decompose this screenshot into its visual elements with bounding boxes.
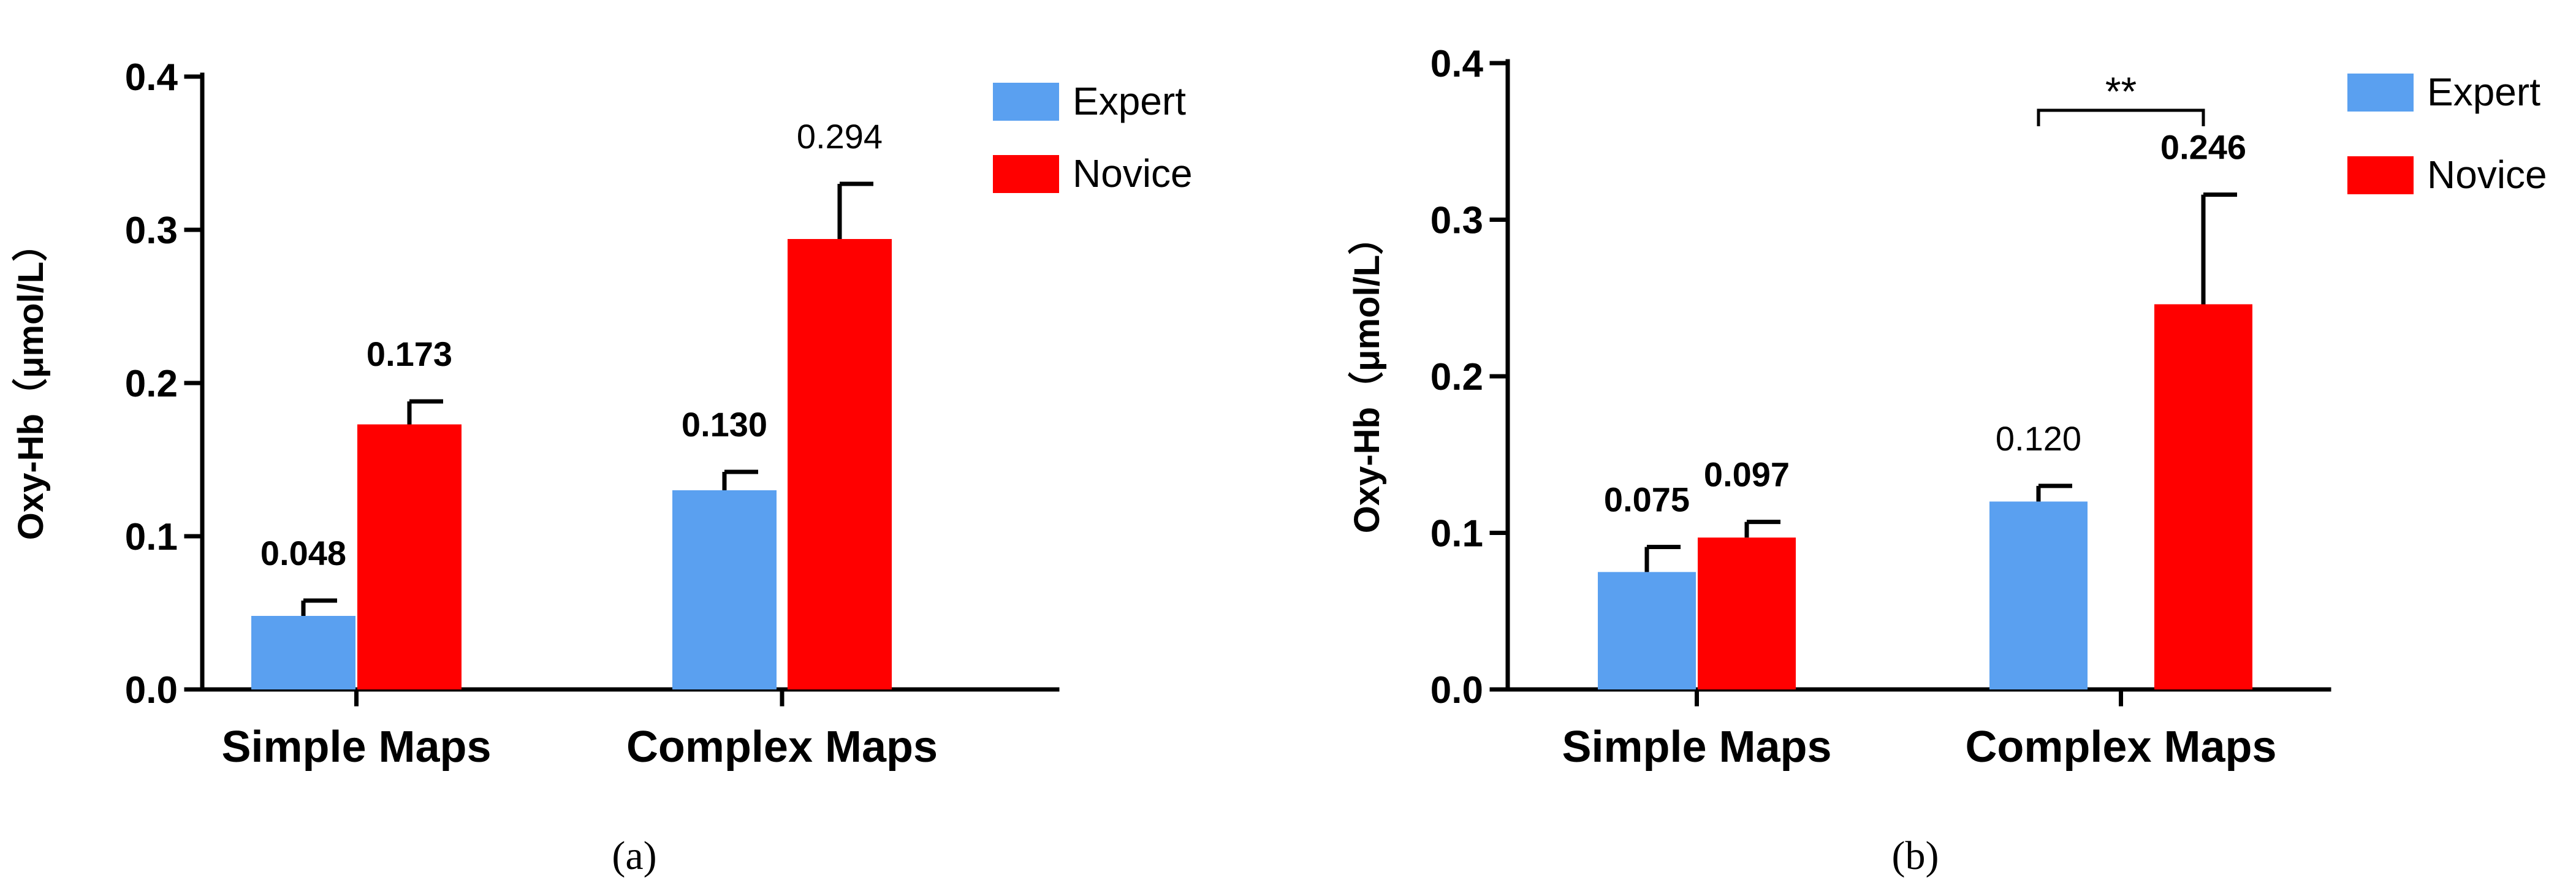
y-axis-label: Oxy-Hb（μmol/L） bbox=[11, 226, 51, 540]
y-tick-label: 0.2 bbox=[1430, 356, 1483, 398]
y-tick-label: 0.4 bbox=[1430, 43, 1484, 85]
bar-expert bbox=[251, 616, 355, 689]
bar-novice bbox=[1698, 537, 1796, 689]
legend-swatch-novice bbox=[993, 155, 1059, 193]
bar-expert bbox=[1598, 572, 1696, 689]
x-category-label: Simple Maps bbox=[221, 723, 491, 772]
bar-expert bbox=[1989, 501, 2088, 689]
bar-novice bbox=[788, 239, 892, 689]
y-tick-label: 0.3 bbox=[1430, 200, 1483, 242]
y-tick-label: 0.1 bbox=[125, 516, 178, 558]
y-tick-label: 0.0 bbox=[1430, 669, 1483, 712]
legend-label-novice: Novice bbox=[1073, 151, 1193, 195]
significance-marker: ** bbox=[2105, 69, 2137, 114]
y-tick-label: 0.0 bbox=[125, 669, 178, 712]
x-category-label: Complex Maps bbox=[1965, 723, 2276, 772]
bar-novice bbox=[2154, 304, 2252, 690]
chart-a: 0.0 0.1 0.2 0.3 0.4 Oxy-Hb（μmol/L） Simple Maps… bbox=[11, 56, 1193, 772]
legend-swatch-expert bbox=[2347, 74, 2414, 112]
legend-swatch-expert bbox=[993, 83, 1059, 121]
data-label: 0.097 bbox=[1704, 455, 1790, 494]
y-tick-label: 0.3 bbox=[125, 210, 178, 252]
significance-bracket bbox=[2037, 108, 2205, 126]
legend-label-novice: Novice bbox=[2427, 153, 2547, 197]
chart-b: 0.0 0.1 0.2 0.3 0.4 Oxy-Hb（μmol/L） Simple Maps… bbox=[1347, 43, 2547, 772]
data-label: 0.173 bbox=[367, 335, 452, 373]
caption-a: (a) bbox=[612, 833, 656, 878]
data-label: 0.294 bbox=[797, 117, 883, 156]
y-tick-label: 0.2 bbox=[125, 363, 178, 405]
bar-novice bbox=[357, 424, 462, 689]
y-axis-label: Oxy-Hb（μmol/L） bbox=[1347, 219, 1387, 533]
legend-swatch-novice bbox=[2347, 156, 2414, 194]
data-label: 0.048 bbox=[260, 534, 346, 572]
legend-label-expert: Expert bbox=[1073, 79, 1186, 123]
y-tick-label: 0.1 bbox=[1430, 513, 1483, 555]
bar-expert bbox=[672, 490, 777, 689]
data-label: 0.246 bbox=[2160, 128, 2246, 167]
data-label: 0.120 bbox=[1996, 419, 2081, 458]
x-category-label: Simple Maps bbox=[1562, 723, 1831, 772]
y-tick-label: 0.4 bbox=[125, 56, 178, 99]
caption-b: (b) bbox=[1892, 833, 1939, 878]
data-label: 0.075 bbox=[1604, 480, 1690, 518]
legend-label-expert: Expert bbox=[2427, 70, 2540, 114]
x-category-label: Complex Maps bbox=[626, 723, 938, 772]
data-label: 0.130 bbox=[682, 405, 767, 444]
